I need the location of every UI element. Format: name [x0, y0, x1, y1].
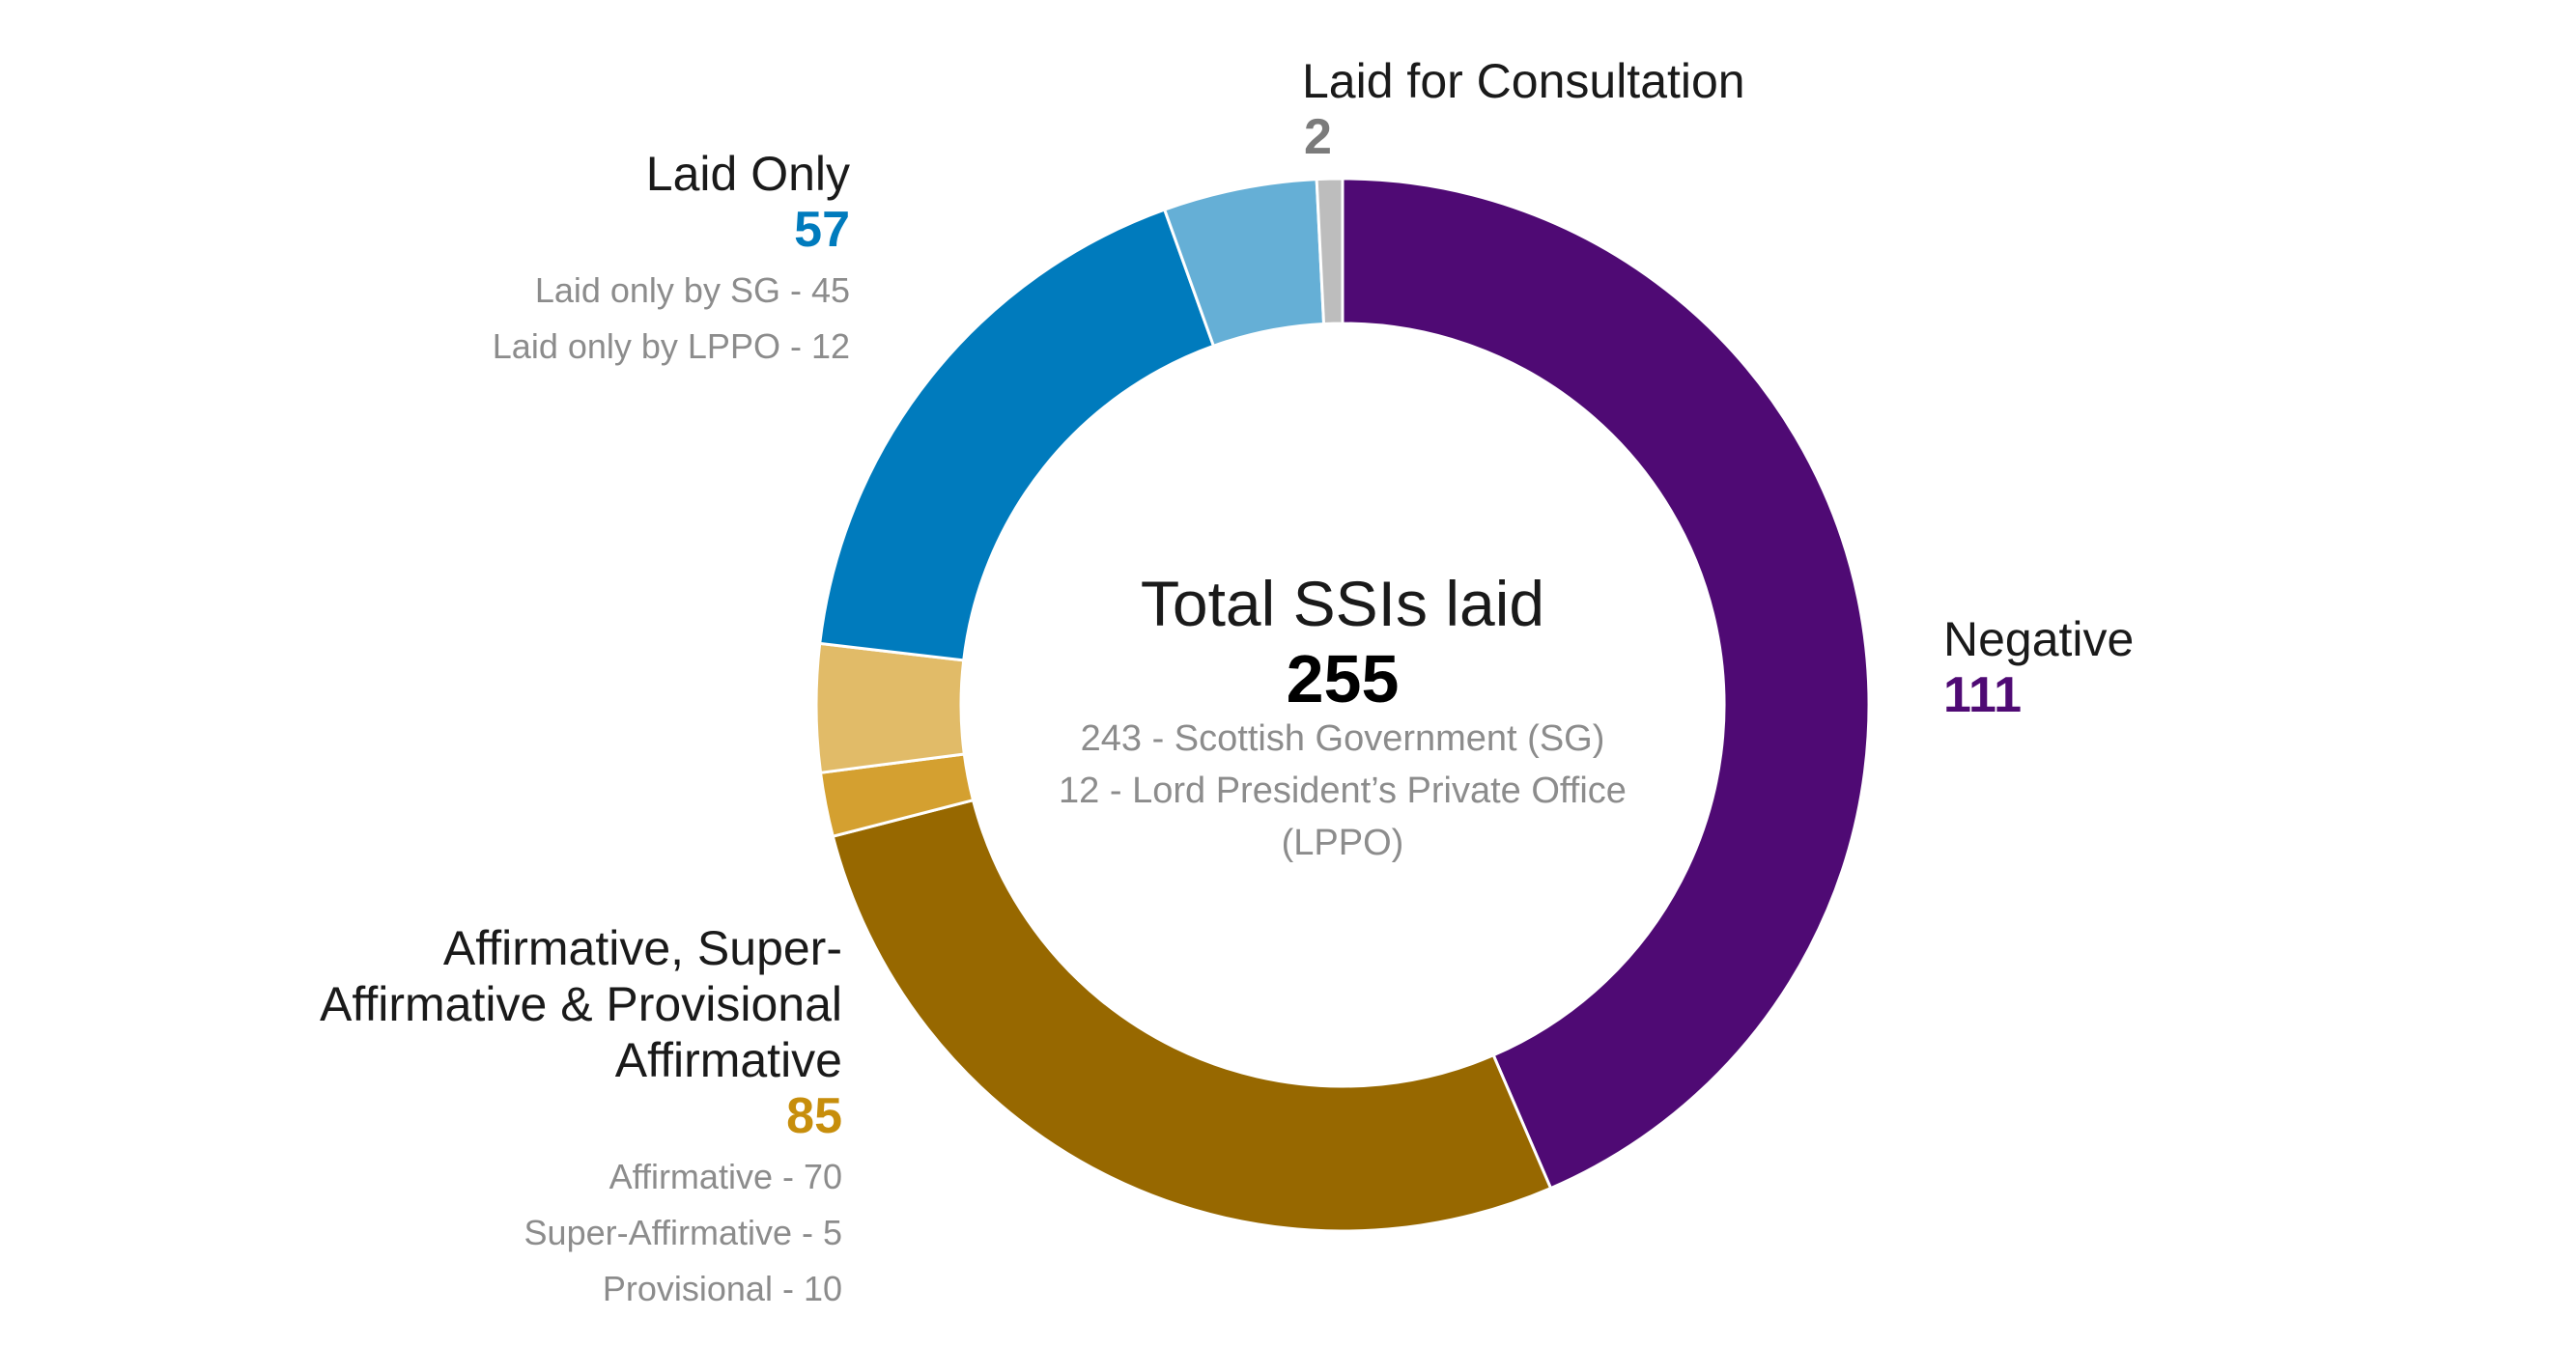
- center-sub-lppo: 12 - Lord President’s Private Office: [1059, 771, 1627, 811]
- consultation-value: 2: [1304, 109, 1332, 165]
- laid-only-value: 57: [794, 202, 850, 258]
- laid-only-lppo: Laid only by LPPO - 12: [492, 326, 850, 366]
- donut-slices: [814, 177, 1871, 1233]
- negative-value: 111: [1943, 667, 2023, 723]
- affirmative-breakdown-super: Super-Affirmative - 5: [524, 1213, 842, 1252]
- slice-provisional: [814, 641, 966, 774]
- slice-affirmative: [831, 798, 1553, 1233]
- affirmative-breakdown-affirmative: Affirmative - 70: [609, 1157, 842, 1196]
- slice-laid-only-sg: [818, 208, 1216, 662]
- slice-negative: [1341, 177, 1871, 1191]
- consultation-label: Laid for Consultation: [1302, 54, 1745, 108]
- affirmative-label-line-2: Affirmative & Provisional: [320, 977, 842, 1031]
- affirmative-label-line-1: Affirmative, Super-: [442, 921, 842, 975]
- slice-consultation: [1315, 177, 1345, 326]
- center-sub-sg: 243 - Scottish Government (SG): [1080, 718, 1605, 759]
- laid-only-label: Laid Only: [645, 147, 850, 201]
- center-total: 255: [1286, 641, 1400, 716]
- affirmative-breakdown-provisional: Provisional - 10: [602, 1269, 842, 1308]
- center-title: Total SSIs laid: [1140, 568, 1545, 639]
- affirmative-value: 85: [786, 1088, 842, 1144]
- negative-label: Negative: [1943, 612, 2135, 666]
- affirmative-label-line-3: Affirmative: [614, 1033, 842, 1087]
- laid-only-sg: Laid only by SG - 45: [534, 270, 850, 310]
- center-sub-lppo-abbr: (LPPO): [1281, 823, 1404, 863]
